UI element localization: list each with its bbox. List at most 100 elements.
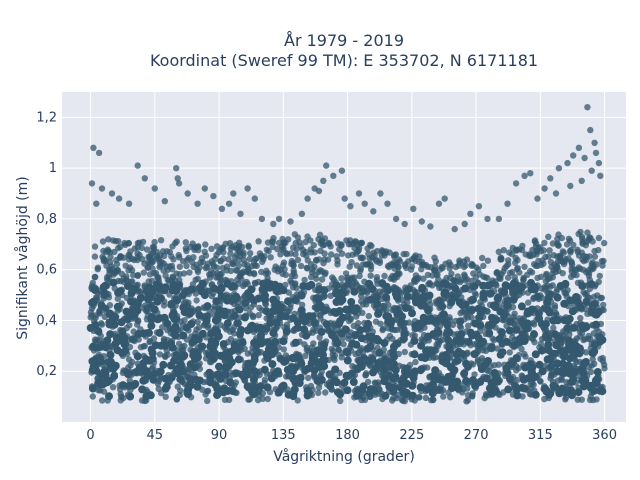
data-point <box>273 367 282 376</box>
data-point <box>588 167 595 174</box>
data-point <box>194 335 203 344</box>
data-point <box>418 261 426 268</box>
data-point <box>554 253 561 260</box>
data-point <box>495 215 503 223</box>
data-point <box>207 329 216 338</box>
data-point <box>412 358 419 366</box>
data-point <box>551 330 560 339</box>
data-point <box>87 309 95 316</box>
data-point <box>554 377 562 384</box>
data-point <box>287 304 294 312</box>
data-point <box>495 335 504 343</box>
data-point <box>468 260 475 268</box>
data-point <box>106 270 113 278</box>
data-point <box>88 180 96 187</box>
data-point <box>401 398 408 405</box>
data-point <box>578 376 587 385</box>
data-point <box>243 382 252 391</box>
data-point <box>471 381 480 390</box>
data-point <box>207 336 216 345</box>
data-point <box>134 271 142 279</box>
data-point <box>138 385 147 394</box>
data-point <box>553 359 562 368</box>
data-point <box>391 372 400 381</box>
data-point <box>180 270 188 277</box>
data-point <box>596 272 603 280</box>
data-point <box>475 203 483 210</box>
data-point <box>107 253 114 261</box>
data-point <box>145 283 154 292</box>
data-point <box>141 260 148 267</box>
data-point <box>364 332 373 341</box>
y-tick-label: 1,2 <box>36 110 57 125</box>
data-point <box>241 261 248 268</box>
data-point <box>145 289 154 298</box>
data-point <box>538 367 547 376</box>
data-point <box>564 361 573 370</box>
data-point <box>126 264 134 271</box>
data-point <box>314 349 323 358</box>
data-point <box>264 345 273 354</box>
y-tick-label: 0,8 <box>36 212 57 227</box>
data-point <box>91 286 100 295</box>
data-point <box>479 289 488 298</box>
data-point <box>531 238 539 245</box>
data-point <box>446 259 453 266</box>
data-point <box>238 269 245 277</box>
data-point <box>391 253 398 260</box>
data-point <box>421 354 430 362</box>
data-point <box>428 372 437 381</box>
data-point <box>530 330 538 339</box>
data-point <box>520 274 527 281</box>
data-point <box>321 271 329 278</box>
data-point <box>543 355 552 364</box>
data-point <box>512 254 519 262</box>
data-point <box>146 391 155 400</box>
data-point <box>512 180 520 187</box>
data-point <box>544 293 553 302</box>
data-point <box>226 378 235 387</box>
data-point <box>464 362 472 371</box>
data-point <box>187 320 196 328</box>
data-point <box>214 332 223 341</box>
data-point <box>587 368 595 376</box>
data-point <box>461 300 470 309</box>
data-point <box>273 287 282 296</box>
data-point <box>316 301 325 310</box>
data-point <box>256 382 265 391</box>
data-point <box>99 397 106 404</box>
data-point <box>139 376 148 385</box>
data-point <box>92 273 99 281</box>
data-point <box>521 263 528 270</box>
data-point <box>461 220 468 228</box>
data-point <box>280 346 287 353</box>
data-point <box>401 262 409 269</box>
data-point <box>266 319 275 327</box>
data-point <box>135 336 142 343</box>
data-point <box>553 293 562 302</box>
data-point <box>182 298 190 305</box>
data-point <box>93 200 100 207</box>
data-point <box>156 367 165 376</box>
data-point <box>142 302 149 309</box>
data-point <box>280 240 287 248</box>
data-point <box>412 293 421 302</box>
data-point <box>500 247 507 254</box>
data-point <box>318 276 326 283</box>
data-point <box>166 361 175 370</box>
data-point <box>464 397 472 404</box>
data-point <box>568 348 577 356</box>
data-point <box>472 331 481 340</box>
data-point <box>173 369 182 378</box>
data-point <box>237 252 244 260</box>
data-point <box>255 312 262 319</box>
data-point <box>374 359 383 367</box>
data-point <box>450 378 459 387</box>
data-point <box>232 379 240 386</box>
data-point <box>302 238 309 246</box>
data-point <box>269 329 278 338</box>
data-point <box>340 378 349 387</box>
data-point <box>268 360 277 369</box>
data-point <box>476 321 484 330</box>
data-point <box>217 283 226 292</box>
